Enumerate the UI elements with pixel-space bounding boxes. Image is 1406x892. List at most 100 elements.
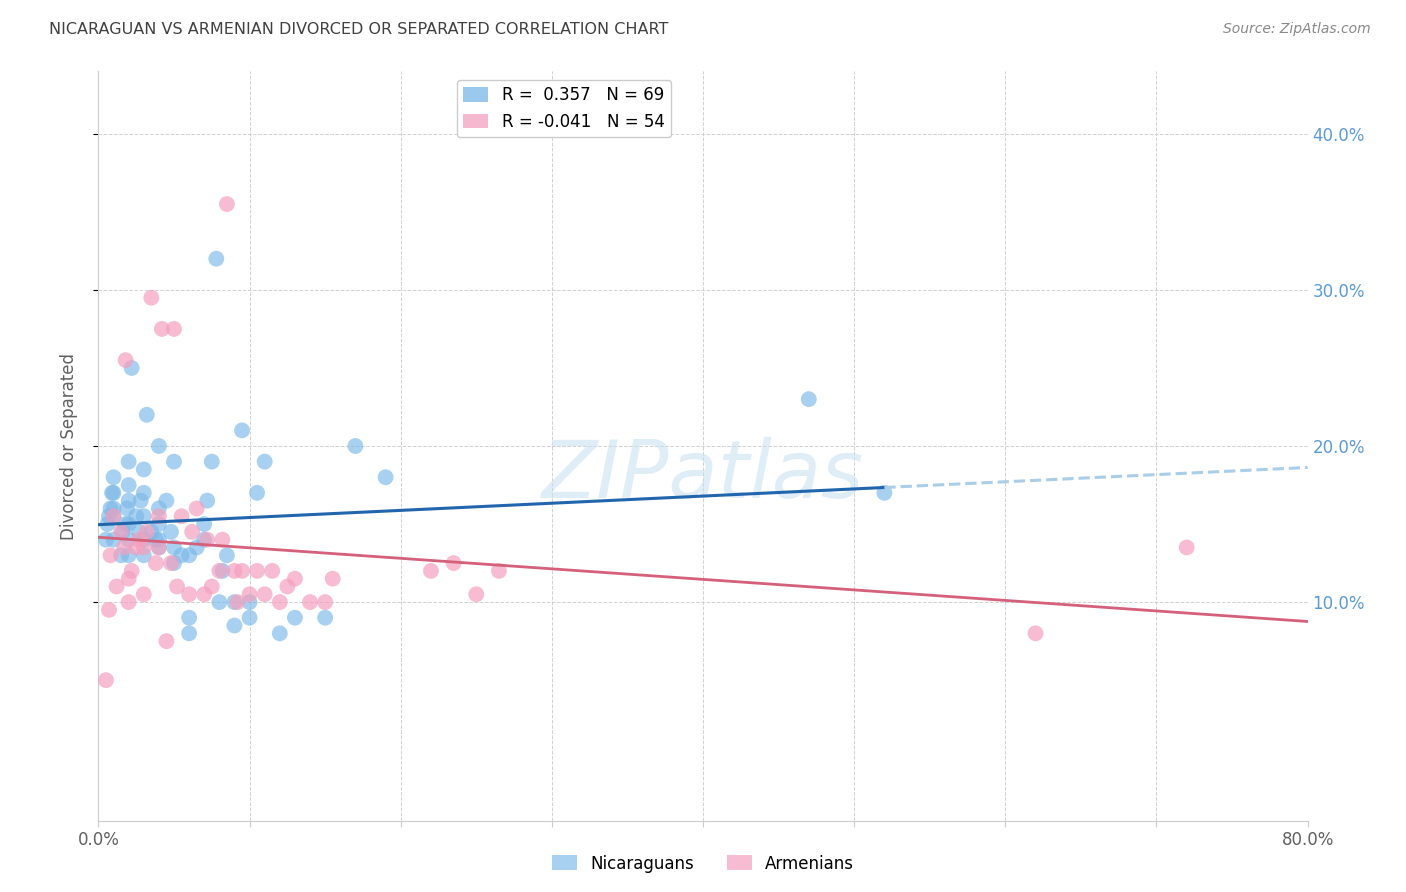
Point: [239, 611, 262, 625]
Point: [118, 548, 141, 563]
Point: [132, 485, 155, 500]
Point: [118, 455, 141, 469]
Point: [269, 595, 291, 609]
Point: [224, 618, 246, 632]
Point: [201, 455, 224, 469]
Point: [166, 580, 188, 594]
Point: [103, 485, 125, 500]
Point: [179, 611, 201, 625]
Point: [125, 509, 148, 524]
Point: [145, 556, 167, 570]
Point: [114, 517, 136, 532]
Point: [148, 533, 170, 547]
Point: [322, 572, 344, 586]
Point: [155, 493, 177, 508]
Legend: R =  0.357   N = 69, R = -0.041   N = 54: R = 0.357 N = 69, R = -0.041 N = 54: [457, 79, 671, 137]
Point: [94, 533, 117, 547]
Point: [1024, 626, 1046, 640]
Point: [299, 595, 322, 609]
Point: [181, 524, 204, 539]
Point: [186, 541, 208, 555]
Point: [101, 485, 124, 500]
Point: [163, 556, 186, 570]
Point: [262, 564, 284, 578]
Text: NICARAGUAN VS ARMENIAN DIVORCED OR SEPARATED CORRELATION CHART: NICARAGUAN VS ARMENIAN DIVORCED OR SEPAR…: [49, 22, 669, 37]
Point: [193, 587, 215, 601]
Point: [132, 533, 155, 547]
Point: [195, 493, 218, 508]
Point: [239, 595, 262, 609]
Point: [118, 595, 141, 609]
Point: [141, 524, 163, 539]
Point: [141, 291, 163, 305]
Point: [160, 524, 183, 539]
Point: [148, 501, 170, 516]
Point: [100, 548, 122, 563]
Point: [118, 517, 141, 532]
Point: [114, 353, 136, 368]
Point: [98, 603, 121, 617]
Point: [103, 501, 125, 516]
Point: [118, 478, 141, 492]
Point: [118, 493, 141, 508]
Point: [135, 524, 157, 539]
Point: [148, 509, 170, 524]
Point: [186, 501, 208, 516]
Point: [253, 587, 276, 601]
Point: [121, 361, 143, 376]
Point: [314, 611, 336, 625]
Point: [132, 509, 155, 524]
Point: [179, 587, 201, 601]
Point: [873, 485, 896, 500]
Point: [1175, 541, 1198, 555]
Point: [111, 524, 134, 539]
Point: [193, 517, 215, 532]
Point: [112, 541, 135, 555]
Point: [145, 533, 167, 547]
Point: [110, 548, 132, 563]
Point: [420, 564, 443, 578]
Point: [163, 322, 186, 336]
Point: [374, 470, 396, 484]
Point: [148, 541, 170, 555]
Point: [211, 564, 233, 578]
Point: [160, 556, 183, 570]
Point: [128, 524, 150, 539]
Legend: Nicaraguans, Armenians: Nicaraguans, Armenians: [546, 848, 860, 880]
Point: [170, 509, 193, 524]
Point: [179, 548, 201, 563]
Point: [103, 533, 125, 547]
Point: [239, 587, 262, 601]
Point: [148, 439, 170, 453]
Point: [132, 548, 155, 563]
Point: [115, 501, 138, 516]
Point: [98, 509, 121, 524]
Point: [208, 564, 231, 578]
Point: [105, 580, 128, 594]
Point: [94, 673, 117, 687]
Point: [118, 572, 141, 586]
Point: [132, 541, 155, 555]
Point: [132, 462, 155, 476]
Point: [135, 408, 157, 422]
Point: [128, 533, 150, 547]
Point: [129, 493, 152, 508]
Point: [465, 587, 488, 601]
Point: [118, 533, 141, 547]
Point: [148, 517, 170, 532]
Point: [211, 533, 233, 547]
Point: [163, 541, 186, 555]
Point: [231, 564, 253, 578]
Point: [110, 524, 132, 539]
Point: [170, 548, 193, 563]
Point: [215, 548, 238, 563]
Text: ZIPatlas: ZIPatlas: [541, 437, 865, 515]
Point: [96, 517, 118, 532]
Point: [195, 533, 218, 547]
Point: [246, 485, 269, 500]
Point: [284, 611, 307, 625]
Point: [488, 564, 510, 578]
Point: [125, 541, 148, 555]
Point: [443, 556, 465, 570]
Y-axis label: Divorced or Separated: Divorced or Separated: [59, 352, 77, 540]
